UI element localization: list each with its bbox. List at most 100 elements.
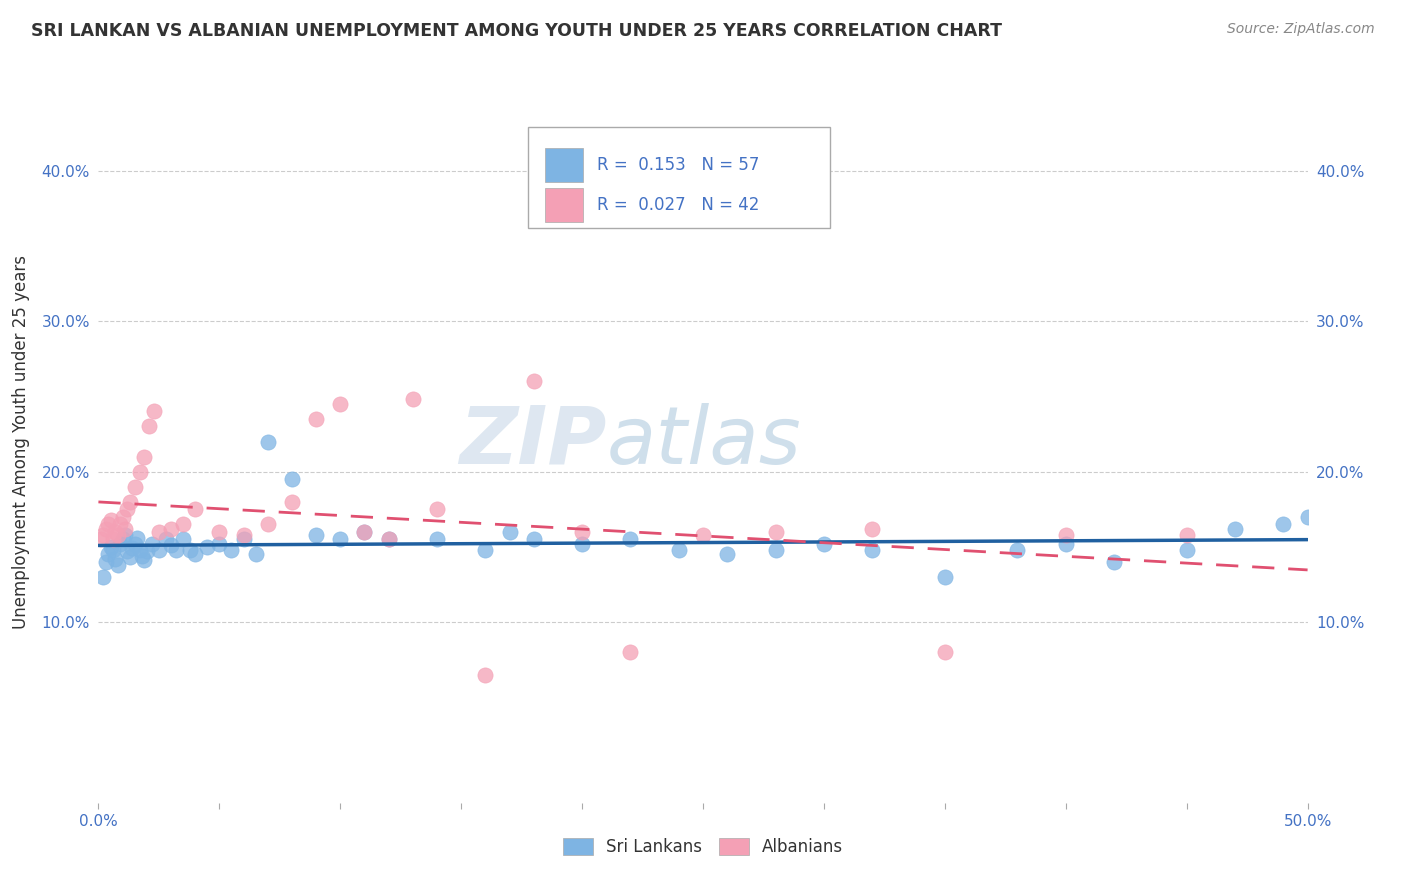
Point [523,533,546,547]
Point [934,645,956,659]
Point [141,537,163,551]
FancyBboxPatch shape [544,148,583,182]
Text: ZIP: ZIP [458,402,606,481]
Point [195,540,218,554]
Point [353,524,375,539]
Point [128,542,150,557]
Point [619,533,641,547]
Point [160,522,183,536]
Point [172,517,194,532]
Point [100,513,122,527]
Point [208,524,231,539]
Point [90,533,112,547]
Point [114,528,136,542]
Point [765,524,787,539]
Point [108,517,131,532]
Text: R =  0.153   N = 57: R = 0.153 N = 57 [596,156,759,174]
Point [232,528,254,542]
Y-axis label: Unemployment Among Youth under 25 years: Unemployment Among Youth under 25 years [13,254,31,629]
Text: Source: ZipAtlas.com: Source: ZipAtlas.com [1227,22,1375,37]
Point [329,397,352,411]
Point [172,533,194,547]
Point [107,558,129,572]
Point [148,524,170,539]
Point [281,494,304,508]
Point [281,472,304,486]
Point [692,528,714,542]
Point [101,542,124,557]
Point [111,509,134,524]
Point [91,570,114,584]
Point [716,548,738,562]
Point [155,533,177,547]
Point [94,522,117,536]
Point [127,531,149,545]
Point [571,524,593,539]
FancyBboxPatch shape [527,128,830,228]
Point [134,450,156,464]
Point [1007,542,1029,557]
Point [377,533,399,547]
Point [135,544,157,558]
Point [104,552,127,566]
Point [1102,555,1125,569]
Point [1296,509,1319,524]
Point [860,522,883,536]
Point [143,404,166,418]
Point [221,542,243,557]
Legend: Sri Lankans, Albanians: Sri Lankans, Albanians [557,831,849,863]
Point [134,553,156,567]
Point [813,537,835,551]
Point [101,533,124,547]
Point [124,537,146,551]
Point [100,540,122,554]
Point [523,375,546,389]
Point [160,538,183,552]
Point [765,542,787,557]
Point [1054,528,1077,542]
Point [426,533,449,547]
Point [97,517,120,532]
Point [118,550,141,565]
Point [148,542,170,557]
Point [619,645,641,659]
Point [97,548,120,562]
Point [124,480,146,494]
Point [305,528,328,542]
Point [474,668,496,682]
Point [498,524,520,539]
Text: atlas: atlas [606,402,801,481]
Point [184,548,207,562]
Point [377,533,399,547]
Point [104,524,127,539]
Point [128,465,150,479]
Point [402,392,425,407]
Point [208,537,231,551]
Point [426,502,449,516]
Point [1175,542,1198,557]
Point [256,434,278,449]
Point [118,494,141,508]
Point [138,419,160,434]
Point [353,524,375,539]
Point [111,533,134,547]
Point [474,542,496,557]
Point [1272,517,1295,532]
Point [117,544,139,558]
Point [165,542,187,557]
Point [245,548,267,562]
Point [107,528,129,542]
Point [305,412,328,426]
Point [571,537,593,551]
Point [1054,537,1077,551]
Point [1223,522,1246,536]
Point [117,502,139,516]
Point [1175,528,1198,542]
Point [184,502,207,516]
Point [121,541,143,556]
Point [934,570,956,584]
Point [131,549,153,563]
Point [91,528,114,542]
Point [668,542,690,557]
Point [114,522,136,536]
